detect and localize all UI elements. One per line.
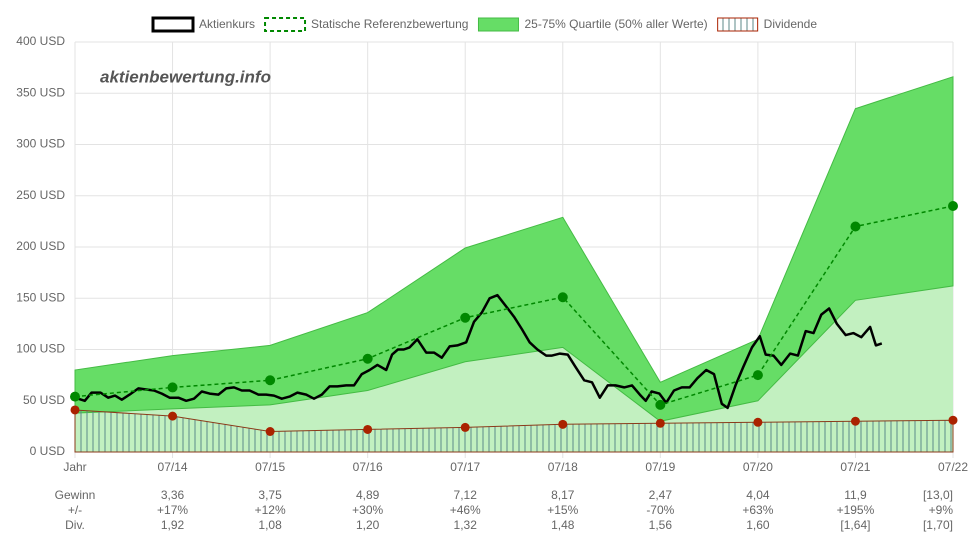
- y-tick-label: 350 USD: [16, 85, 65, 99]
- x-tick-label: 07/20: [743, 460, 773, 474]
- table-cell: +63%: [742, 503, 773, 517]
- table-cell: [1,64]: [840, 518, 870, 532]
- dividend-point: [70, 405, 80, 415]
- table-cell: +46%: [450, 503, 481, 517]
- quartile-band: [74, 76, 954, 422]
- table-cell: 4,04: [746, 488, 770, 502]
- table-cell: 8,17: [551, 488, 575, 502]
- table-cell: 3,75: [258, 488, 282, 502]
- table-cell: 1,92: [161, 518, 185, 532]
- table-cell: +17%: [157, 503, 188, 517]
- legend-label: Statische Referenzbewertung: [311, 17, 468, 31]
- table-cell: +195%: [837, 503, 875, 517]
- dividend-point: [850, 416, 860, 426]
- legend-swatch: [477, 17, 519, 32]
- table-cell: 3,36: [161, 488, 185, 502]
- dividend-point: [460, 422, 470, 432]
- table-cell: +12%: [255, 503, 286, 517]
- table-cell: 1,48: [551, 518, 575, 532]
- y-tick-label: 200 USD: [16, 239, 65, 253]
- x-tick-label: Jahr: [63, 460, 86, 474]
- y-tick-label: 150 USD: [16, 290, 65, 304]
- table-row-label: +/-: [68, 503, 82, 517]
- table-cell: +30%: [352, 503, 383, 517]
- x-tick-label: 07/21: [840, 460, 870, 474]
- table-cell: 1,20: [356, 518, 380, 532]
- x-tick-label: 07/17: [450, 460, 480, 474]
- table-cell: +15%: [547, 503, 578, 517]
- point: [850, 221, 861, 232]
- legend-swatch: [264, 17, 307, 32]
- point: [70, 391, 80, 402]
- point: [265, 375, 276, 386]
- table-cell: 1,32: [454, 518, 478, 532]
- table-cell: 11,9: [844, 488, 867, 502]
- table-cell: 2,47: [649, 488, 673, 502]
- legend-label: Dividende: [764, 17, 818, 31]
- dividend-point: [558, 419, 568, 429]
- table-cell: 1,08: [258, 518, 282, 532]
- y-tick-label: 50 USD: [23, 393, 65, 407]
- point: [655, 399, 666, 410]
- point: [167, 382, 178, 393]
- point: [362, 353, 373, 364]
- table-row-label: Gewinn: [55, 488, 96, 502]
- x-tick-label: 07/15: [255, 460, 285, 474]
- x-tick-label: 07/22: [938, 460, 968, 474]
- y-tick-label: 400 USD: [16, 34, 65, 48]
- table-row-label: Div.: [65, 518, 85, 532]
- table-cell: 7,12: [454, 488, 478, 502]
- point: [948, 201, 958, 211]
- line: [74, 293, 883, 410]
- watermark: aktienbewertung.info: [100, 67, 271, 86]
- dividend-point: [363, 424, 373, 434]
- table-cell: 1,60: [746, 518, 770, 532]
- table-cell: [1,70]: [923, 518, 953, 532]
- table-cell: [13,0]: [923, 488, 953, 502]
- dividend-point: [753, 417, 763, 427]
- line: [74, 205, 954, 406]
- legend-swatch: [151, 16, 195, 33]
- table-cell: +9%: [929, 503, 954, 517]
- y-tick-label: 250 USD: [16, 188, 65, 202]
- y-tick-label: 300 USD: [16, 137, 65, 151]
- y-tick-label: 0 USD: [30, 444, 66, 458]
- table-cell: 4,89: [356, 488, 380, 502]
- table-cell: 1,56: [649, 518, 673, 532]
- x-tick-label: 07/14: [158, 460, 188, 474]
- y-tick-label: 100 USD: [16, 342, 65, 356]
- x-tick-label: 07/16: [353, 460, 383, 474]
- dividend-point: [948, 415, 958, 425]
- legend-swatch: [717, 17, 759, 32]
- legend-label: Aktienkurs: [199, 17, 255, 31]
- quartile-lower-area: [75, 285, 953, 452]
- dividend-point: [655, 418, 665, 428]
- legend-label: 25-75% Quartile (50% aller Werte): [524, 17, 707, 31]
- point: [557, 292, 568, 303]
- x-tick-label: 07/18: [548, 460, 578, 474]
- x-tick-label: 07/19: [645, 460, 675, 474]
- table-cell: -70%: [646, 503, 674, 517]
- point: [752, 370, 763, 381]
- dividend-point: [168, 411, 178, 421]
- dividend-point: [265, 427, 275, 436]
- point: [460, 312, 471, 323]
